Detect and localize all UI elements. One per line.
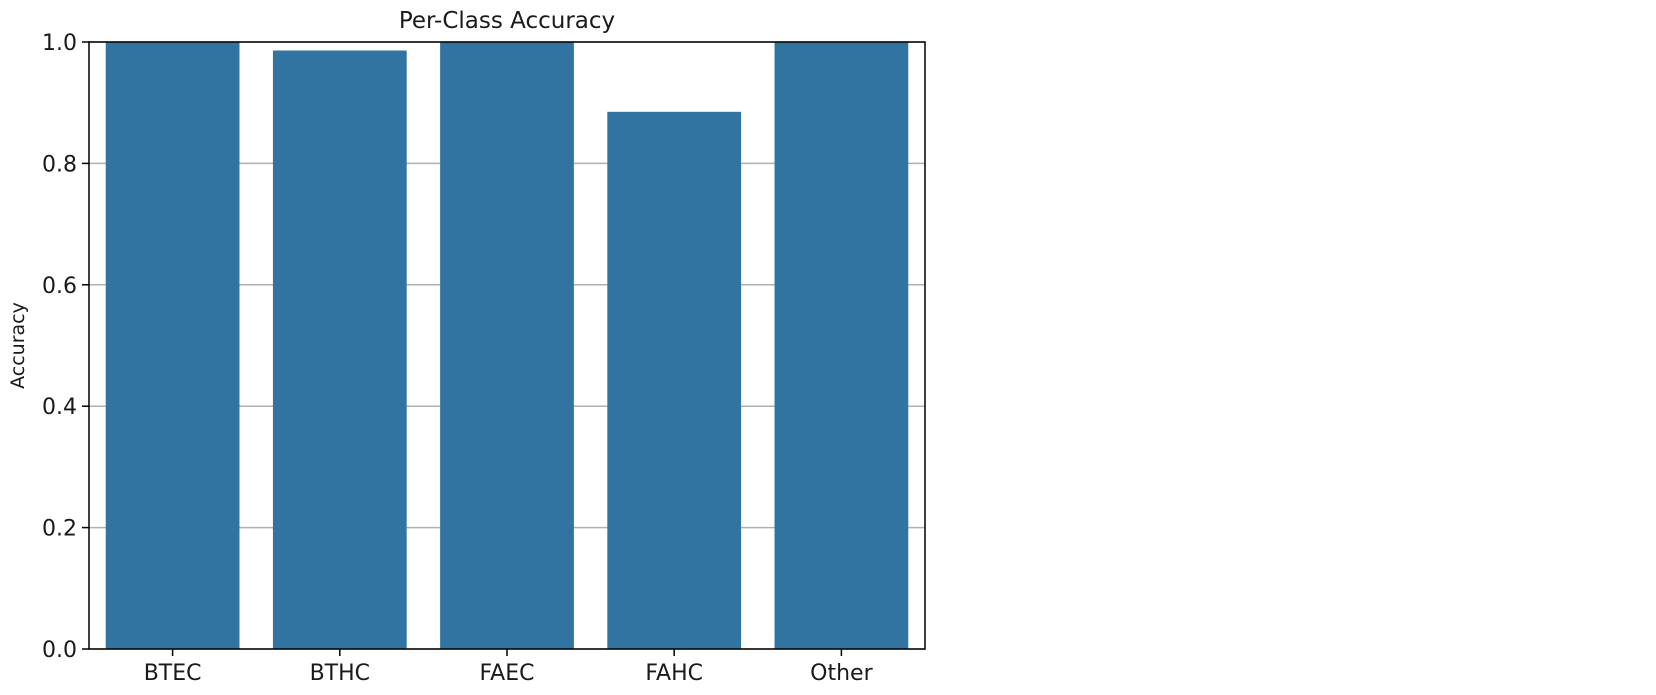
y-tick-label-4: 0.8 bbox=[42, 152, 77, 177]
y-tick-label-0: 0.0 bbox=[42, 638, 77, 663]
x-tick-label-btec: BTEC bbox=[144, 661, 202, 686]
y-tick-label-5: 1.0 bbox=[42, 31, 77, 56]
bar-faec bbox=[440, 42, 574, 649]
bar-fahc bbox=[607, 111, 742, 650]
x-tick-label-faec: FAEC bbox=[480, 661, 535, 686]
y-tick-label-3: 0.6 bbox=[42, 274, 77, 299]
x-axis-ticks: BTEC BTHC FAEC FAHC Other bbox=[144, 649, 874, 686]
bar-btec bbox=[105, 42, 240, 649]
y-tick-label-1: 0.2 bbox=[42, 517, 77, 542]
y-axis-ticks: 0.0 0.2 0.4 0.6 0.8 1.0 bbox=[42, 31, 89, 663]
chart-title: Per-Class Accuracy bbox=[399, 8, 615, 34]
bar-series bbox=[105, 42, 909, 650]
y-axis-label: Accuracy bbox=[7, 302, 29, 389]
x-tick-label-bthc: BTHC bbox=[310, 661, 370, 686]
x-tick-label-fahc: FAHC bbox=[645, 661, 703, 686]
bar-bthc bbox=[272, 50, 407, 650]
x-tick-label-other: Other bbox=[810, 661, 873, 686]
bar-other bbox=[774, 42, 909, 649]
y-tick-label-2: 0.4 bbox=[42, 395, 77, 420]
